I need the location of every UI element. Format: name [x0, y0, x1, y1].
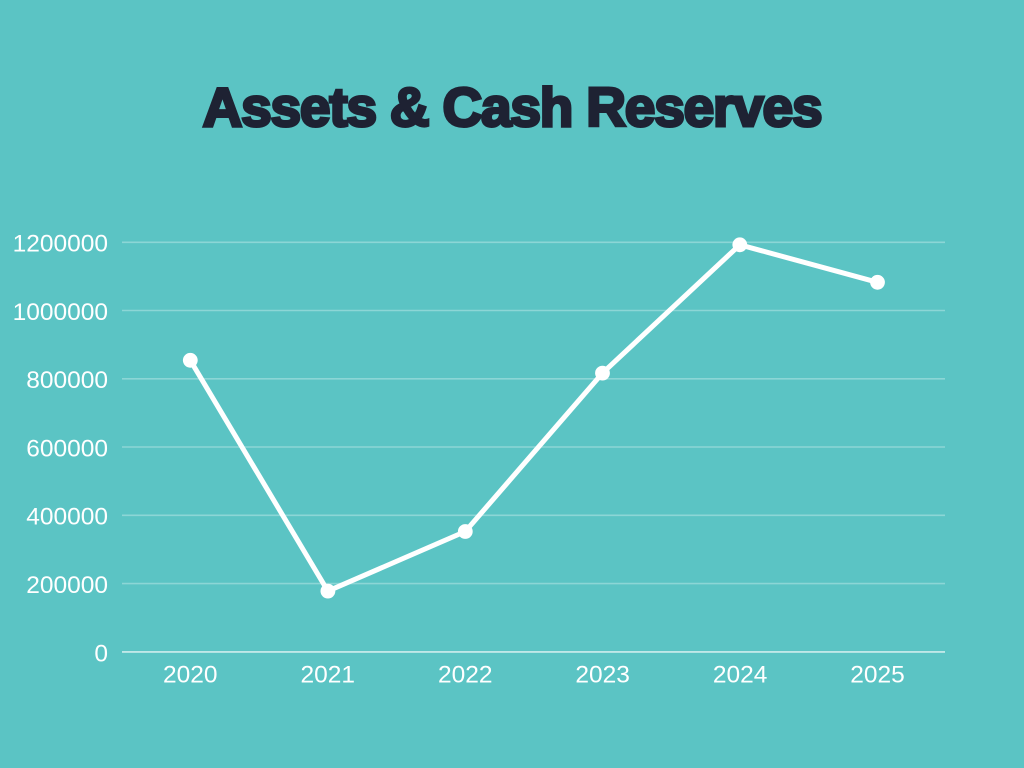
svg-text:2024: 2024: [713, 661, 768, 688]
svg-text:800000: 800000: [26, 367, 108, 394]
svg-text:2025: 2025: [850, 661, 905, 688]
svg-text:600000: 600000: [26, 435, 108, 462]
svg-text:2022: 2022: [438, 661, 493, 688]
svg-text:2023: 2023: [575, 661, 630, 688]
svg-text:1200000: 1200000: [13, 231, 108, 258]
svg-text:1000000: 1000000: [13, 299, 108, 326]
svg-text:2021: 2021: [300, 661, 355, 688]
svg-text:Assets & Cash Reserves: Assets & Cash Reserves: [203, 76, 822, 138]
svg-text:0: 0: [94, 640, 108, 667]
svg-text:2020: 2020: [163, 661, 218, 688]
svg-text:400000: 400000: [26, 504, 108, 531]
svg-text:200000: 200000: [26, 572, 108, 599]
